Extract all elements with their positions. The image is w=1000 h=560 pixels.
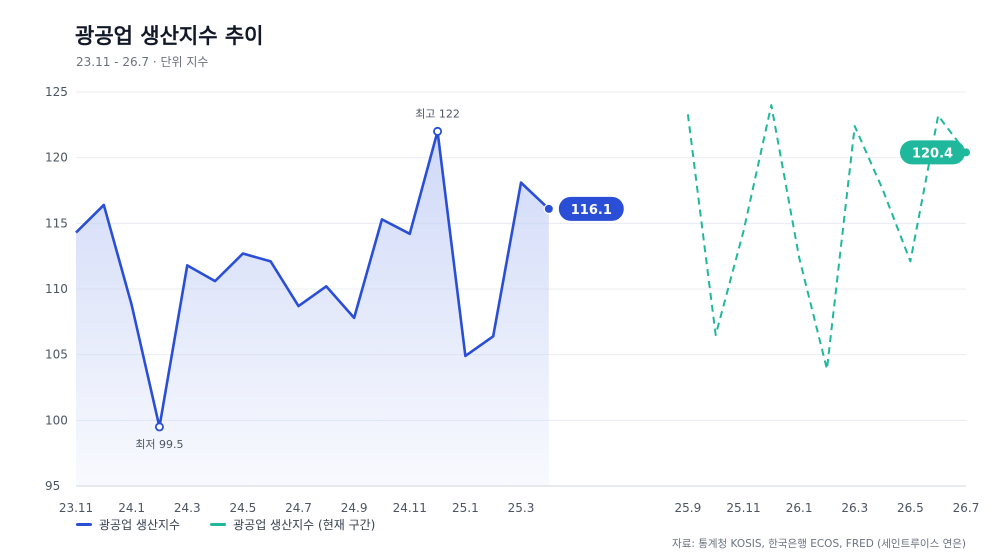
legend-item-forecast: 광공업 생산지수 (현재 구간) <box>210 516 375 533</box>
x-tick-label: 25.11 <box>726 501 760 515</box>
source-note: 자료: 통계청 KOSIS, 한국은행 ECOS, FRED (세인트루이스 연… <box>672 538 966 550</box>
y-tick-label: 125 <box>45 85 68 99</box>
legend-swatch-forecast <box>210 523 227 526</box>
legend-swatch-actual <box>76 523 92 526</box>
y-tick-label: 115 <box>45 216 68 230</box>
x-tick-label: 26.1 <box>786 501 813 515</box>
y-tick-label: 95 <box>45 479 60 493</box>
y-tick-label: 105 <box>45 348 68 362</box>
y-tick-label: 110 <box>45 282 68 296</box>
x-tick-label: 26.3 <box>841 501 868 515</box>
annotation-label: 최저 99.5 <box>135 438 183 451</box>
legend-item-actual: 광공업 생산지수 <box>76 516 180 533</box>
chart-title: 광공업 생산지수 추이 <box>75 24 264 48</box>
legend-label-forecast: 광공업 생산지수 (현재 구간) <box>233 518 376 532</box>
actual-end-badge <box>558 196 624 221</box>
x-tick-label: 26.5 <box>897 501 924 515</box>
actual-end-marker <box>543 203 555 215</box>
series-area-actual <box>76 131 549 486</box>
x-tick-label: 25.3 <box>508 501 535 515</box>
forecast-end-badge <box>900 140 965 165</box>
x-tick-label: 24.11 <box>393 501 427 515</box>
x-tick-label: 24.5 <box>230 501 257 515</box>
actual-end-label: 116.1 <box>571 203 612 218</box>
chart-legend: 광공업 생산지수 광공업 생산지수 (현재 구간) <box>76 516 375 533</box>
x-tick-label: 24.9 <box>341 501 368 515</box>
x-tick-label: 24.1 <box>118 501 145 515</box>
forecast-end-label: 120.4 <box>912 146 953 161</box>
legend-label-actual: 광공업 생산지수 <box>99 518 181 532</box>
x-tick-label: 24.7 <box>285 501 312 515</box>
annotation-label: 최고 122 <box>415 107 460 120</box>
series-line-forecast <box>686 104 967 371</box>
annotation-marker <box>433 126 443 136</box>
x-tick-label: 23.11 <box>59 501 93 515</box>
x-tick-label: 24.3 <box>174 501 201 515</box>
x-tick-label: 25.9 <box>675 501 702 515</box>
y-tick-label: 120 <box>45 151 68 165</box>
x-tick-label: 25.1 <box>452 501 479 515</box>
annotation-marker <box>154 422 164 432</box>
series-line-actual <box>75 130 550 429</box>
x-tick-label: 26.7 <box>953 501 980 515</box>
y-tick-label: 100 <box>45 413 68 427</box>
chart-subtitle: 23.11 - 26.7 · 단위 지수 <box>76 55 209 69</box>
